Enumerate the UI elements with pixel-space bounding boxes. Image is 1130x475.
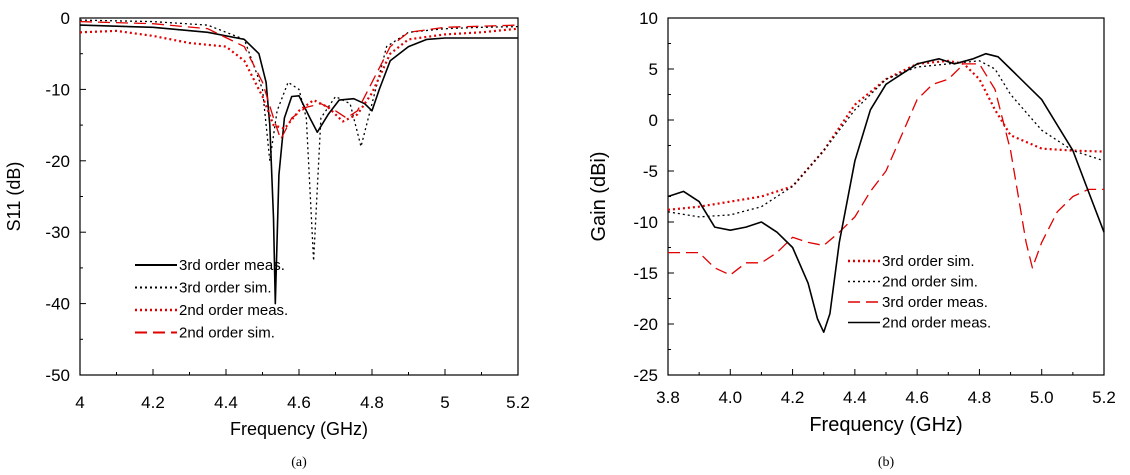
series-line-1 bbox=[667, 59, 1105, 211]
legend-label: 3rd order sim. bbox=[179, 280, 272, 297]
x-tick-label: 4.4 bbox=[843, 388, 867, 407]
y-tick-label: -25 bbox=[633, 366, 658, 385]
x-tick-label: 4.8 bbox=[968, 388, 992, 407]
y-tick-label: -40 bbox=[45, 295, 70, 314]
y-tick-label: -30 bbox=[45, 223, 70, 242]
x-tick-label: 4.2 bbox=[781, 388, 805, 407]
x-tick-label: 4.2 bbox=[141, 393, 165, 412]
x-tick-label: 5.0 bbox=[1030, 388, 1054, 407]
legend-label: 3rd order sim. bbox=[882, 253, 975, 270]
y-tick-label: 10 bbox=[639, 9, 658, 28]
y-tick-label: -10 bbox=[633, 213, 658, 232]
y-axis-label: S11 (dB) bbox=[4, 162, 24, 232]
legend-label: 2nd order sim. bbox=[179, 325, 275, 342]
legend-label: 2nd order meas. bbox=[179, 302, 288, 319]
y-tick-label: 5 bbox=[649, 60, 658, 79]
x-tick-label: 4.0 bbox=[718, 388, 742, 407]
series-line-4 bbox=[79, 20, 519, 141]
y-tick-label: 0 bbox=[61, 9, 70, 28]
figure-caption: (a) bbox=[291, 455, 307, 470]
y-tick-label: -5 bbox=[643, 162, 658, 181]
series-line-1 bbox=[79, 24, 518, 305]
legend-label: 3rd order meas. bbox=[179, 257, 285, 274]
legend-label: 3rd order meas. bbox=[882, 294, 988, 311]
series-line-2 bbox=[79, 19, 519, 262]
x-tick-label: 4.6 bbox=[287, 393, 311, 412]
x-axis-label: Frequency (GHz) bbox=[809, 414, 962, 436]
series-line-4 bbox=[667, 52, 1105, 333]
x-tick-label: 5 bbox=[440, 393, 449, 412]
chart-a: 4 4.2 4.4 4.6 4.8 5 5.2 0 -10 -20 -30 -40 -50 Frequen… bbox=[4, 9, 530, 470]
y-tick-label: -20 bbox=[45, 152, 70, 171]
figure-caption: (b) bbox=[878, 455, 895, 470]
x-tick-label: 5.2 bbox=[1092, 388, 1116, 407]
series-line-2 bbox=[667, 60, 1105, 218]
y-tick-label: 0 bbox=[649, 111, 658, 130]
y-axis-label: Gain (dBi) bbox=[588, 151, 610, 241]
series-line-3 bbox=[668, 63, 1104, 276]
plot-area-frame bbox=[79, 17, 519, 376]
legend-label: 2nd order meas. bbox=[882, 315, 991, 332]
legend-label: 2nd order sim. bbox=[882, 274, 978, 291]
y-tick-label: -10 bbox=[45, 80, 70, 99]
x-axis-label: Frequency (GHz) bbox=[230, 419, 368, 439]
y-tick-label: -20 bbox=[633, 315, 658, 334]
x-tick-label: 4 bbox=[75, 393, 84, 412]
y-tick-label: -15 bbox=[633, 264, 658, 283]
y-tick-label: -50 bbox=[45, 366, 70, 385]
x-tick-label: 5.2 bbox=[506, 393, 530, 412]
chart-b: 3.8 4.0 4.2 4.4 4.6 4.8 5.0 5.2 10 5 0 -5 -10 -15 -20 -… bbox=[588, 9, 1116, 470]
x-tick-label: 3.8 bbox=[656, 388, 680, 407]
x-tick-label: 4.6 bbox=[905, 388, 929, 407]
x-tick-label: 4.4 bbox=[214, 393, 238, 412]
series-line-3 bbox=[79, 27, 519, 130]
x-tick-label: 4.8 bbox=[360, 393, 384, 412]
